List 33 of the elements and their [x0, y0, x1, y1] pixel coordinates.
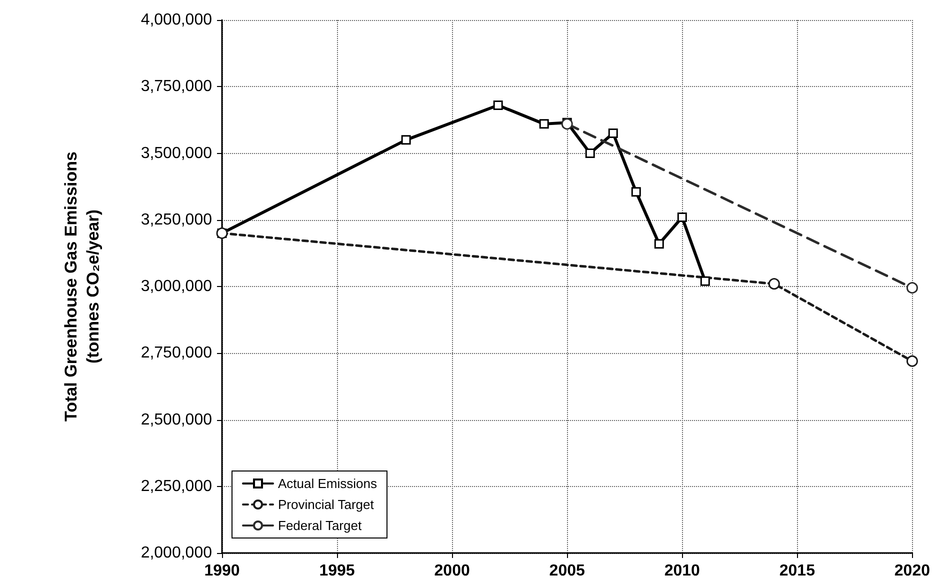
point — [654, 239, 664, 249]
y-axis-title: Total Greenhouse Gas Emissions (tonnes CO₂e/year) — [62, 152, 102, 422]
point — [539, 119, 549, 129]
x-tick-label: 2000 — [434, 562, 470, 580]
y-tick-label: 3,250,000 — [140, 211, 212, 228]
point — [906, 355, 918, 367]
y-tick-label: 3,500,000 — [140, 144, 212, 162]
y-tick-label: 2,500,000 — [140, 411, 212, 428]
y-tick-label: 2,750,000 — [140, 344, 212, 362]
point — [700, 276, 710, 286]
x-tick-label: 1995 — [319, 562, 355, 580]
point — [677, 212, 687, 222]
point — [631, 187, 641, 197]
x-tick-label: 2005 — [549, 562, 585, 580]
x-tick-label: 2015 — [779, 562, 816, 580]
y-tick-label: 3,750,000 — [140, 78, 212, 96]
y-tick-label: 4,000,000 — [140, 12, 212, 28]
y-tick-label: 3,000,000 — [140, 278, 212, 295]
point — [608, 128, 618, 138]
x-tick-label: 1990 — [204, 562, 240, 580]
point — [906, 282, 918, 294]
x-tick-label: 2020 — [894, 562, 930, 580]
point — [401, 135, 411, 145]
y-tick-label: 2,000,000 — [140, 544, 212, 562]
point — [493, 100, 503, 110]
point — [585, 148, 595, 158]
legend-label: Actual Emissions — [278, 476, 378, 491]
point — [561, 118, 573, 130]
point — [768, 278, 780, 290]
y-tick-label: 2,250,000 — [140, 478, 212, 495]
legend-label: Provincial Target — [278, 497, 374, 512]
legend-label: Federal Target — [278, 518, 362, 533]
x-tick-label: 2010 — [664, 562, 700, 580]
